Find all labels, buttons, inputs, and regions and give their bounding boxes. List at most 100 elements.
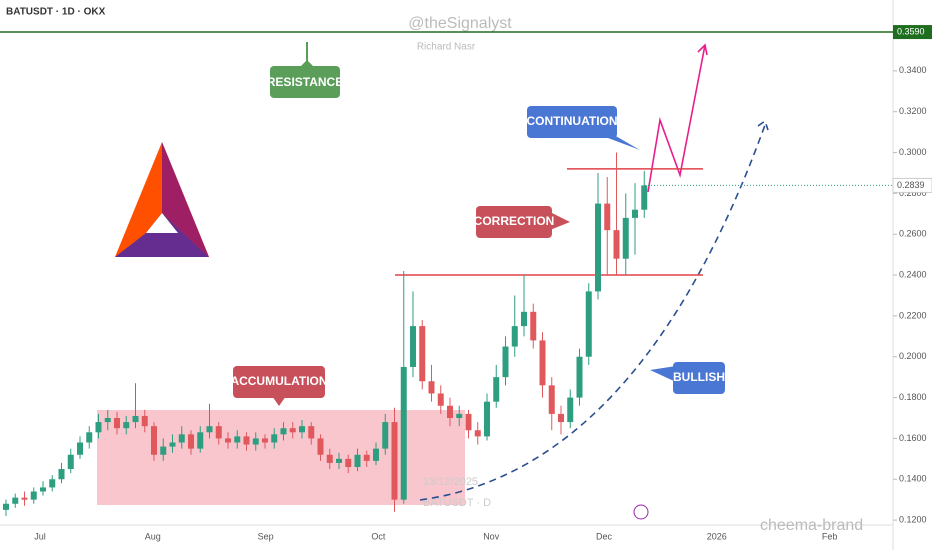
candle-body — [289, 428, 296, 433]
candle-body — [280, 428, 287, 435]
candle-body — [521, 311, 527, 327]
candle-body — [86, 432, 93, 443]
x-tick-label: 2026 — [707, 531, 727, 541]
y-tick-label: 0.1200 — [899, 514, 927, 524]
y-tick-label: 0.1800 — [899, 392, 927, 402]
candle-body — [141, 415, 148, 427]
correction-badge: CORRECTION — [474, 206, 570, 238]
candle-body — [604, 203, 611, 231]
candle-body — [373, 448, 379, 461]
candle-body — [530, 311, 537, 341]
y-tick-label: 0.1600 — [899, 433, 927, 443]
y-tick-label: 0.3400 — [899, 65, 927, 75]
candle-body — [58, 469, 65, 480]
candle-body — [77, 442, 83, 455]
continuation-badge: CONTINUATION — [526, 106, 640, 150]
candle-body — [437, 393, 444, 406]
y-tick-label: 0.3000 — [899, 147, 927, 157]
candle-body — [354, 454, 361, 468]
candle-body — [151, 426, 157, 455]
candle-body — [132, 415, 139, 423]
bat-logo — [115, 142, 209, 257]
symbol-stamp: BATUSDT · D — [423, 497, 491, 509]
annotation: ACCUMULATION — [230, 374, 327, 388]
annotation: CORRECTION — [474, 214, 555, 228]
candle-body — [465, 413, 472, 431]
last-price-label: 0.2839 — [897, 180, 925, 190]
candle-body — [493, 377, 500, 402]
y-tick-label: 0.2200 — [899, 310, 927, 320]
chart-title: BATUSDT · 1D · OKX — [6, 7, 106, 18]
candle-body — [308, 426, 315, 439]
candle-body — [243, 436, 250, 445]
candle-body — [382, 422, 389, 449]
candle-body — [558, 413, 564, 423]
candle-body — [12, 497, 19, 504]
candle-body — [95, 422, 102, 433]
resistance-price-label: 0.3590 — [897, 26, 925, 36]
candle-body — [317, 438, 324, 455]
bullish-curve — [419, 119, 769, 501]
candle-body — [49, 479, 56, 488]
candle-body — [585, 291, 592, 357]
x-tick-label: Jul — [34, 531, 46, 541]
candle-body — [206, 426, 213, 433]
y-tick-label: 0.3200 — [899, 106, 927, 116]
candle-body — [428, 381, 435, 394]
y-tick-label: 0.2400 — [899, 269, 927, 279]
event-icon — [633, 504, 649, 520]
candle-body — [613, 230, 620, 259]
watermark: @theSignalyst — [408, 15, 512, 32]
candle-body — [30, 491, 37, 500]
accumulation-badge: ACCUMULATION — [230, 366, 328, 406]
candle-body — [215, 426, 222, 439]
candle-body — [188, 434, 194, 449]
candle-body — [21, 497, 28, 500]
candle-body — [299, 426, 305, 433]
candle-body — [3, 503, 9, 510]
candle-body — [160, 446, 167, 455]
annotation: RESISTANCE — [267, 75, 343, 89]
candle-body — [123, 422, 130, 429]
candle-body — [67, 454, 74, 470]
x-tick-label: Dec — [596, 531, 613, 541]
accumulation-zone — [97, 410, 465, 505]
candle-body — [234, 436, 241, 443]
resistance-badge: RESISTANCE — [267, 42, 343, 98]
candle-body — [576, 356, 583, 398]
resistance-price-tag — [893, 25, 932, 40]
candle-body — [419, 326, 426, 382]
x-tick-label: Oct — [371, 531, 386, 541]
candle-body — [262, 438, 268, 443]
candle-body — [40, 487, 46, 492]
y-tick-label: 0.1400 — [899, 474, 927, 484]
candle-body — [169, 442, 176, 447]
candle-body — [502, 346, 509, 378]
candle-body — [456, 413, 463, 418]
date-stamp: 13/12/2025 — [423, 476, 478, 488]
y-tick-label: 0.2600 — [899, 229, 927, 239]
candle-body — [484, 401, 490, 437]
last-price-tag — [892, 177, 932, 193]
candle-body — [225, 438, 231, 443]
candle-body — [363, 454, 370, 461]
y-tick-label: 0.2000 — [899, 351, 927, 361]
x-tick-label: Aug — [145, 531, 161, 541]
candle-body — [567, 397, 574, 423]
projection-path — [647, 43, 708, 193]
candle-body — [632, 209, 638, 218]
candle-body — [400, 366, 407, 500]
x-tick-label: Nov — [483, 531, 500, 541]
candle-body — [410, 326, 416, 367]
candle-body — [197, 432, 204, 449]
candle-body — [641, 185, 648, 210]
candle-body — [474, 430, 481, 437]
candle-body — [539, 340, 546, 386]
candle-body — [595, 203, 601, 292]
candle-body — [345, 458, 352, 468]
candle-body — [447, 405, 453, 418]
candle-body — [114, 417, 120, 429]
annotation: CONTINUATION — [526, 114, 617, 128]
candle-body — [336, 458, 342, 463]
candle-body — [622, 217, 629, 259]
